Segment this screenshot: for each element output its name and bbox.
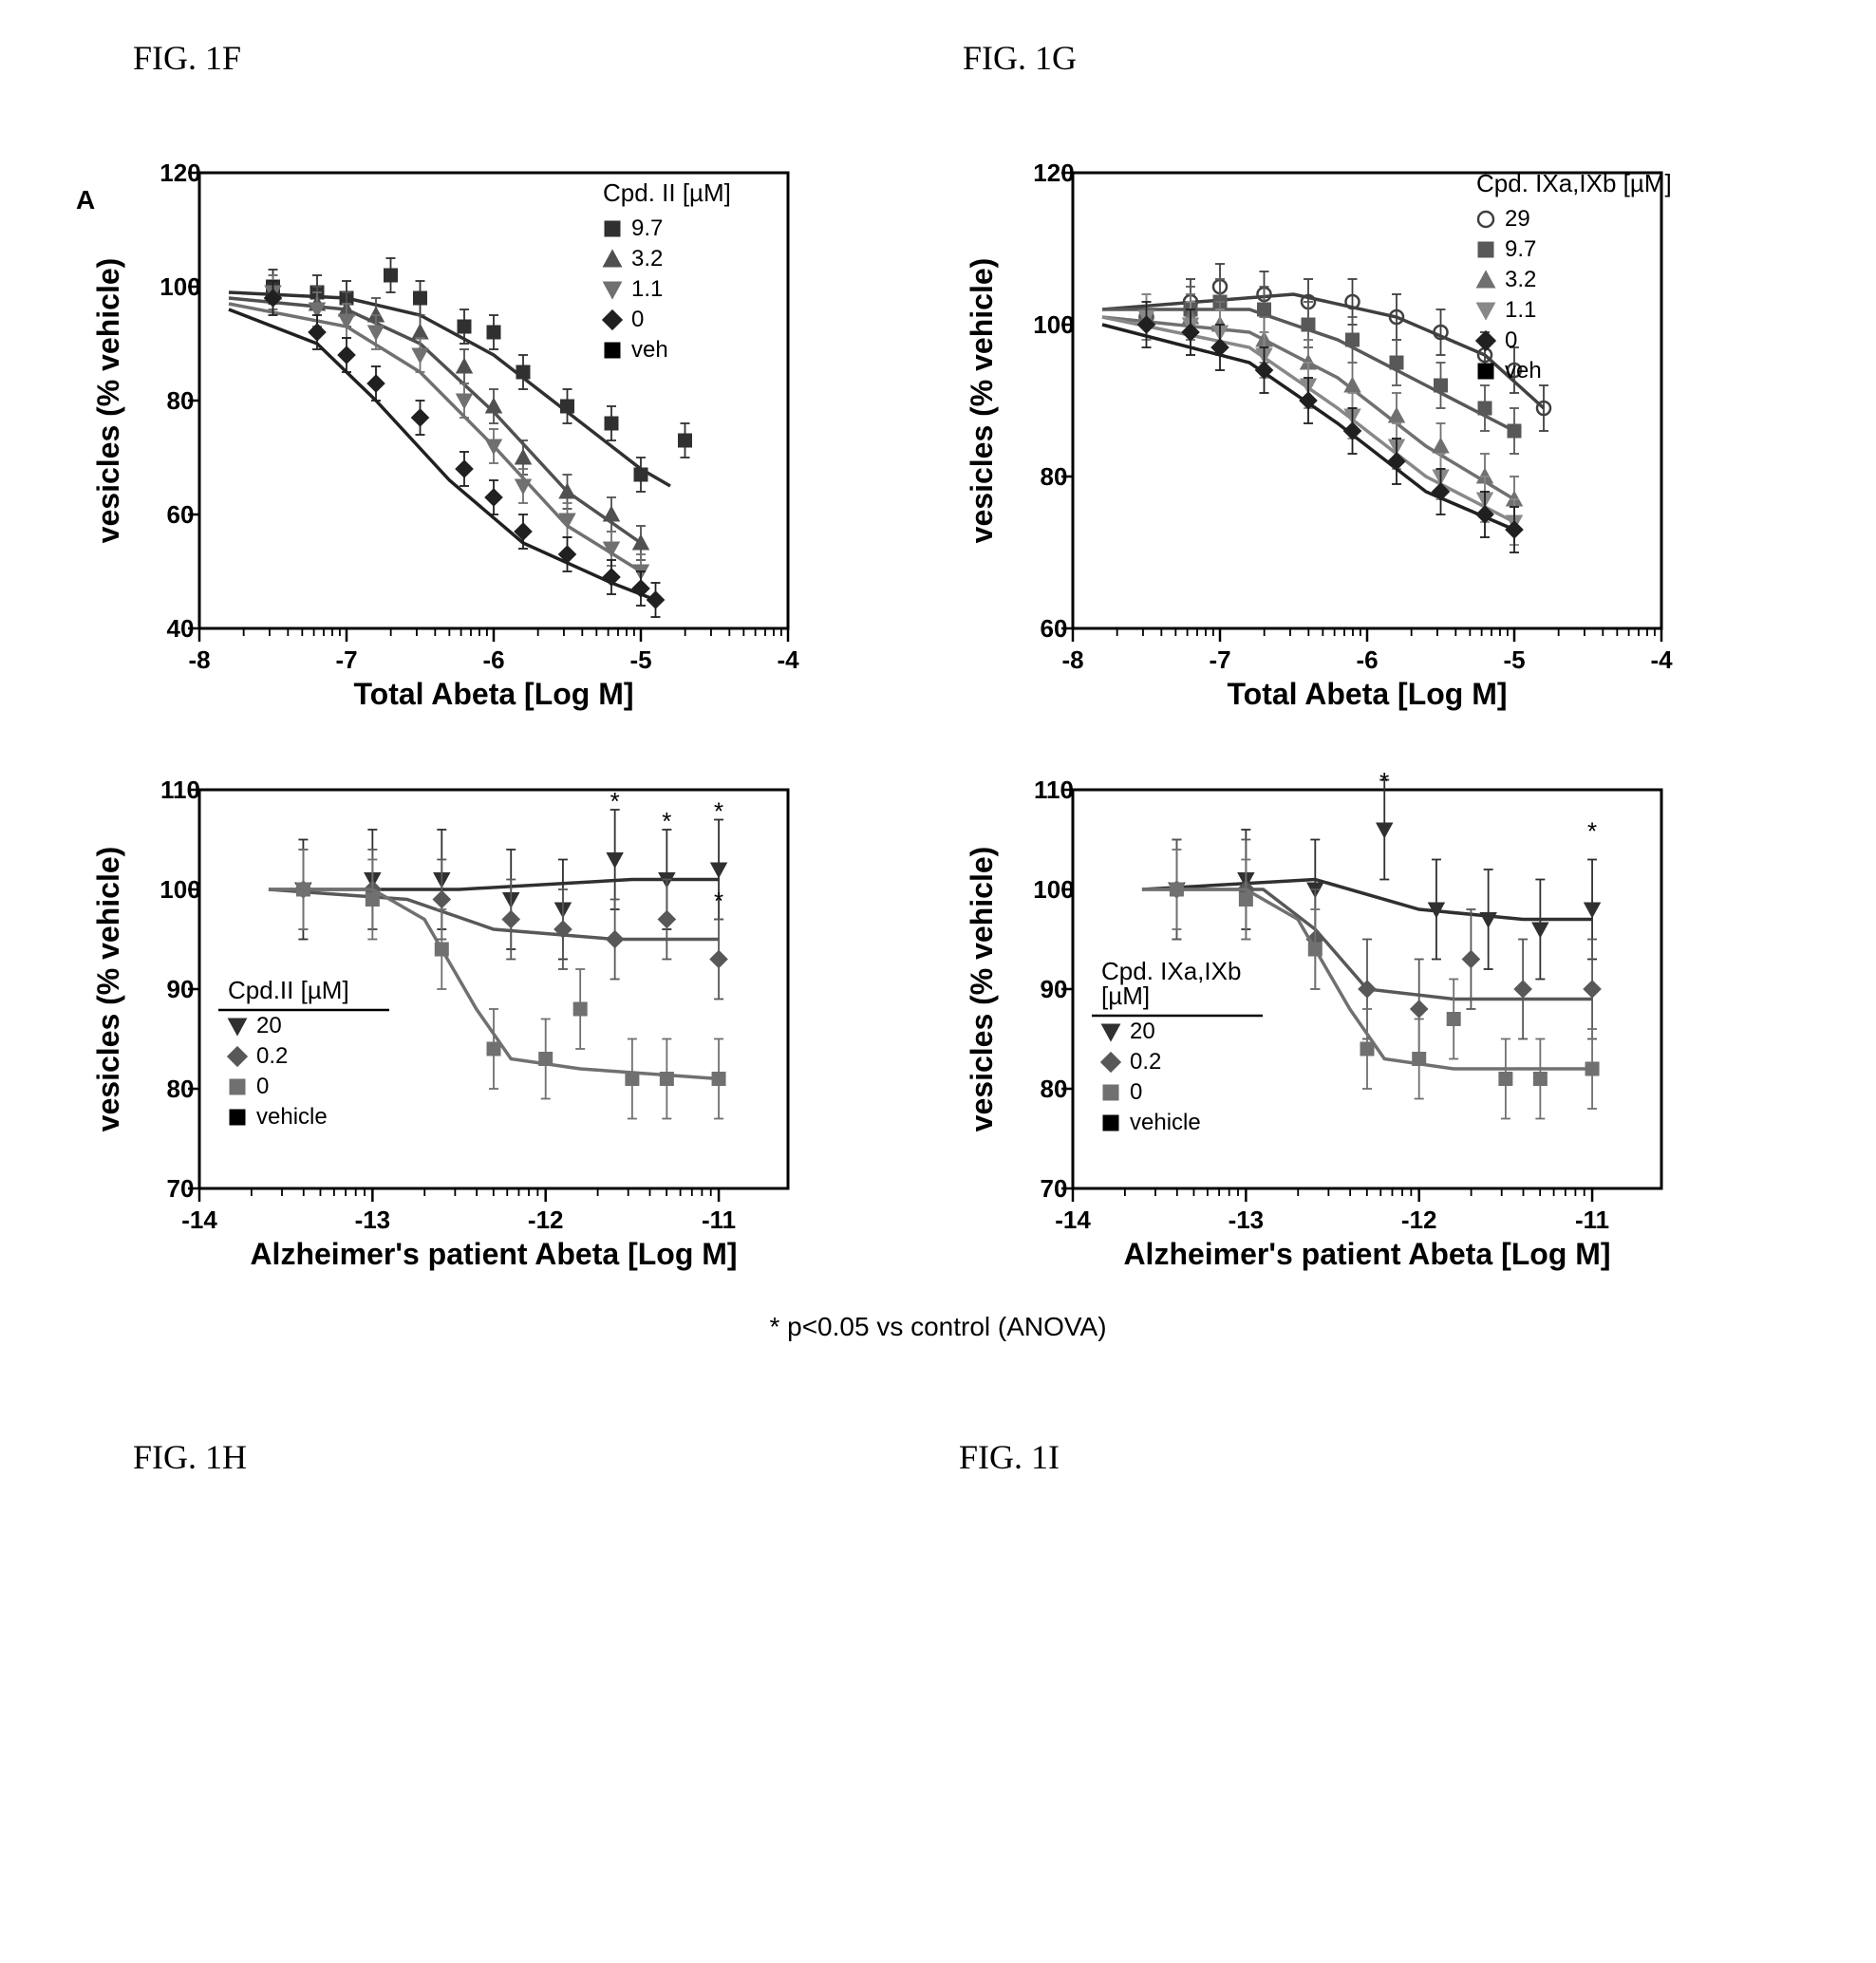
svg-text:vehicle: vehicle: [256, 1104, 328, 1130]
svg-text:80: 80: [167, 386, 195, 415]
svg-text:-5: -5: [1503, 645, 1525, 674]
svg-text:-13: -13: [355, 1206, 391, 1234]
svg-text:0: 0: [631, 307, 644, 332]
svg-text:3.2: 3.2: [1505, 267, 1536, 292]
svg-text:*: *: [662, 807, 671, 835]
svg-text:0.2: 0.2: [1130, 1049, 1161, 1075]
svg-text:1.1: 1.1: [631, 276, 663, 302]
svg-text:-14: -14: [1055, 1206, 1091, 1234]
svg-text:60: 60: [1041, 614, 1068, 643]
svg-text:-14: -14: [181, 1206, 217, 1234]
svg-text:vehicle: vehicle: [1130, 1110, 1201, 1135]
svg-text:-6: -6: [1356, 645, 1378, 674]
svg-text:-11: -11: [1575, 1206, 1609, 1234]
svg-text:100: 100: [1033, 310, 1074, 339]
fig-label-1i: FIG. 1I: [959, 1437, 1060, 1477]
svg-text:*: *: [714, 797, 723, 826]
svg-text:veh: veh: [631, 337, 668, 363]
svg-text:80: 80: [167, 1075, 195, 1103]
svg-text:120: 120: [159, 159, 200, 187]
svg-text:0: 0: [256, 1074, 269, 1099]
svg-text:-7: -7: [335, 645, 357, 674]
svg-text:0.2: 0.2: [256, 1043, 288, 1069]
svg-text:3.2: 3.2: [631, 246, 663, 271]
svg-text:Cpd.II [µM]: Cpd.II [µM]: [228, 976, 349, 1004]
svg-text:Cpd. II [µM]: Cpd. II [µM]: [603, 178, 731, 207]
svg-text:*: *: [1379, 767, 1389, 795]
svg-text:*: *: [610, 787, 620, 815]
chart-grid: 40 60 80 100 120 -8 -7 -6 -5 -4 Total Abeta [Log M…: [76, 135, 1785, 1293]
svg-text:70: 70: [1041, 1174, 1068, 1203]
svg-text:-4: -4: [777, 645, 799, 674]
chart-1i: 70 80 90 100 110 -14 -13 -12 -11 Alzheimer's pati…: [949, 761, 1785, 1293]
svg-text:Cpd. IXa,IXb[µM]: Cpd. IXa,IXb[µM]: [1101, 957, 1241, 1010]
svg-text:20: 20: [256, 1013, 282, 1038]
svg-text:90: 90: [1041, 975, 1068, 1003]
svg-text:29: 29: [1505, 206, 1530, 232]
svg-text:100: 100: [1033, 875, 1074, 904]
svg-text:9.7: 9.7: [1505, 236, 1536, 262]
svg-text:Total Abeta [Log M]: Total Abeta [Log M]: [1227, 677, 1507, 711]
svg-text:90: 90: [167, 975, 195, 1003]
svg-text:100: 100: [159, 875, 200, 904]
svg-text:1.1: 1.1: [1505, 297, 1536, 323]
svg-text:-4: -4: [1650, 645, 1673, 674]
svg-text:20: 20: [1130, 1019, 1155, 1044]
svg-text:80: 80: [1041, 462, 1068, 491]
svg-text:40: 40: [167, 614, 195, 643]
svg-text:Total Abeta [Log M]: Total Abeta [Log M]: [353, 677, 633, 711]
footnote: * p<0.05 vs control (ANOVA): [76, 1312, 1800, 1342]
svg-text:-8: -8: [188, 645, 210, 674]
svg-text:110: 110: [1034, 776, 1074, 804]
svg-text:70: 70: [167, 1174, 195, 1203]
svg-text:60: 60: [167, 500, 195, 529]
svg-text:-11: -11: [702, 1206, 736, 1234]
chart-1h: 70 80 90 100 110 -14 -13 -12 -11 Alzheimer's pati…: [76, 761, 911, 1293]
svg-text:9.7: 9.7: [631, 215, 663, 241]
svg-text:-8: -8: [1061, 645, 1083, 674]
svg-text:veh: veh: [1505, 358, 1542, 383]
svg-text:100: 100: [159, 272, 200, 301]
svg-text:*: *: [1587, 817, 1597, 846]
svg-text:110: 110: [160, 776, 200, 804]
svg-text:Cpd. IXa,IXb [µM]: Cpd. IXa,IXb [µM]: [1476, 169, 1672, 197]
svg-text:-5: -5: [629, 645, 651, 674]
svg-text:120: 120: [1033, 159, 1074, 187]
svg-text:Alzheimer's patient Abeta [Log: Alzheimer's patient Abeta [Log M]: [1123, 1237, 1610, 1271]
svg-text:-13: -13: [1229, 1206, 1265, 1234]
svg-text:vesicles (% vehicle): vesicles (% vehicle): [965, 847, 999, 1132]
svg-text:vesicles (% vehicle): vesicles (% vehicle): [965, 258, 999, 544]
fig-label-1h: FIG. 1H: [133, 1437, 247, 1477]
fig-label-1f: FIG. 1F: [133, 38, 241, 78]
svg-text:80: 80: [1041, 1075, 1068, 1103]
svg-text:Alzheimer's patient Abeta [Log: Alzheimer's patient Abeta [Log M]: [250, 1237, 737, 1271]
svg-text:0: 0: [1130, 1079, 1142, 1105]
svg-text:*: *: [714, 887, 723, 915]
chart-1f: 40 60 80 100 120 -8 -7 -6 -5 -4 Total Abeta [Log M…: [76, 135, 911, 723]
svg-text:vesicles (% vehicle): vesicles (% vehicle): [91, 847, 125, 1132]
svg-text:-6: -6: [482, 645, 504, 674]
svg-text:-7: -7: [1209, 645, 1230, 674]
svg-text:-12: -12: [528, 1206, 564, 1234]
fig-label-1g: FIG. 1G: [963, 38, 1077, 78]
svg-text:0: 0: [1505, 327, 1517, 353]
chart-1g: 60 80 100 120 -8 -7 -6 -5 -4 Total Abeta [Log M] v…: [949, 135, 1785, 723]
svg-text:-12: -12: [1401, 1206, 1437, 1234]
svg-text:vesicles (% vehicle): vesicles (% vehicle): [91, 258, 125, 544]
